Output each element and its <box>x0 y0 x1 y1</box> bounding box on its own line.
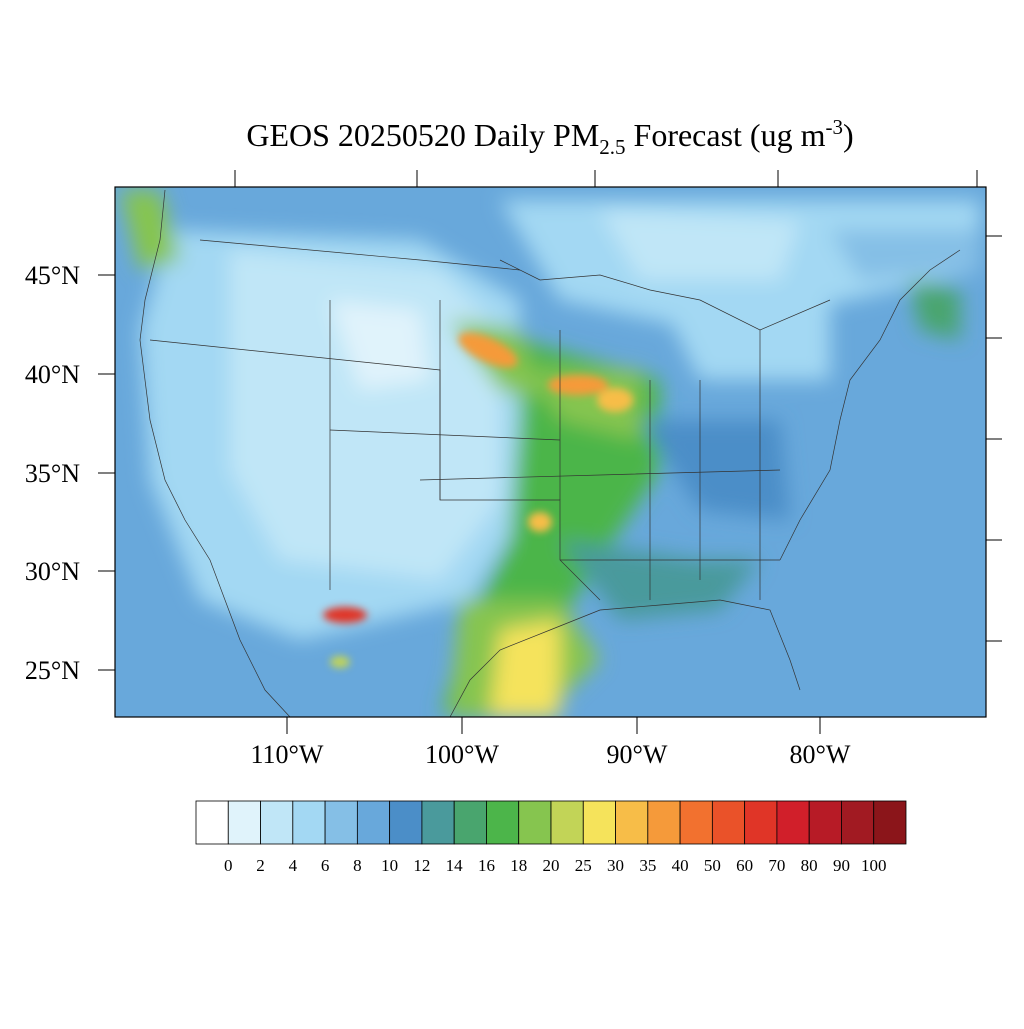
colorbar-label: 20 <box>543 856 560 875</box>
colorbar-box <box>356 800 391 845</box>
colorbar-label: 25 <box>575 856 592 875</box>
colorbar-box <box>486 800 520 845</box>
colorbar-box <box>389 800 423 845</box>
lat-label: 45°N <box>25 261 80 290</box>
colorbar-label: 50 <box>704 856 721 875</box>
colorbar-label: 10 <box>381 856 398 875</box>
lon-label: 100°W <box>425 740 499 769</box>
colorbar-label: 40 <box>672 856 689 875</box>
lon-label: 80°W <box>790 740 851 769</box>
colorbar-box <box>841 800 875 845</box>
lat-label: 40°N <box>25 360 80 389</box>
colorbar-box <box>421 800 455 845</box>
colorbar-label: 12 <box>413 856 430 875</box>
colorbar-label: 18 <box>510 856 527 875</box>
lat-label: 35°N <box>25 459 80 488</box>
colorbar-box <box>679 800 713 845</box>
title-superscript: -3 <box>825 115 843 139</box>
lon-label: 110°W <box>251 740 324 769</box>
colorbar-label: 100 <box>861 856 887 875</box>
lat-label: 25°N <box>25 656 80 685</box>
title-subscript: 2.5 <box>599 135 625 159</box>
title-tail: ) <box>843 117 854 153</box>
colorbar-box <box>744 800 778 845</box>
colorbar-box <box>260 800 294 845</box>
colorbar-box <box>453 800 487 845</box>
colorbar-label: 6 <box>321 856 330 875</box>
title: GEOS 20250520 Daily PM2.5 Forecast (ug m… <box>246 115 853 159</box>
map: 45°N 40°N 35°N 30°N 25°N 110°W 100°W 90°… <box>25 170 1002 769</box>
map-frame <box>114 186 987 718</box>
colorbar-label: 14 <box>446 856 464 875</box>
colorbar-label: 30 <box>607 856 624 875</box>
colorbar-label: 8 <box>353 856 362 875</box>
field <box>115 187 986 717</box>
colorbar-box <box>711 800 746 845</box>
lon-label: 90°W <box>607 740 668 769</box>
colorbar-label: 60 <box>736 856 753 875</box>
colorbar: 0 2 4 6 8 10 12 14 16 18 20 25 30 35 40 50 60 70 80 90 100 <box>195 800 907 875</box>
colorbar-label: 90 <box>833 856 850 875</box>
title-lead: GEOS 20250520 Daily PM <box>246 117 599 153</box>
colorbar-label: 2 <box>256 856 265 875</box>
colorbar-box <box>776 800 810 845</box>
colorbar-label: 35 <box>639 856 656 875</box>
colorbar-box <box>227 800 261 845</box>
colorbar-label: 4 <box>289 856 298 875</box>
colorbar-box <box>873 800 907 845</box>
lat-label: 30°N <box>25 557 80 586</box>
colorbar-box <box>195 800 229 845</box>
colorbar-box <box>324 800 358 845</box>
frame-ticks <box>98 170 1002 734</box>
colorbar-label: 80 <box>801 856 818 875</box>
colorbar-label: 16 <box>478 856 495 875</box>
colorbar-box <box>550 800 584 845</box>
title-middle: Forecast (ug m <box>626 117 826 153</box>
colorbar-box <box>615 800 649 845</box>
lon-labels: 110°W 100°W 90°W 80°W <box>251 740 851 769</box>
colorbar-box <box>582 800 616 845</box>
lat-labels: 45°N 40°N 35°N 30°N 25°N <box>25 261 80 685</box>
colorbar-box <box>808 800 842 845</box>
colorbar-label: 70 <box>768 856 785 875</box>
coastline <box>139 189 961 717</box>
colorbar-box <box>518 800 552 845</box>
colorbar-box <box>647 800 681 845</box>
colorbar-label: 0 <box>224 856 233 875</box>
colorbar-box <box>292 800 326 845</box>
